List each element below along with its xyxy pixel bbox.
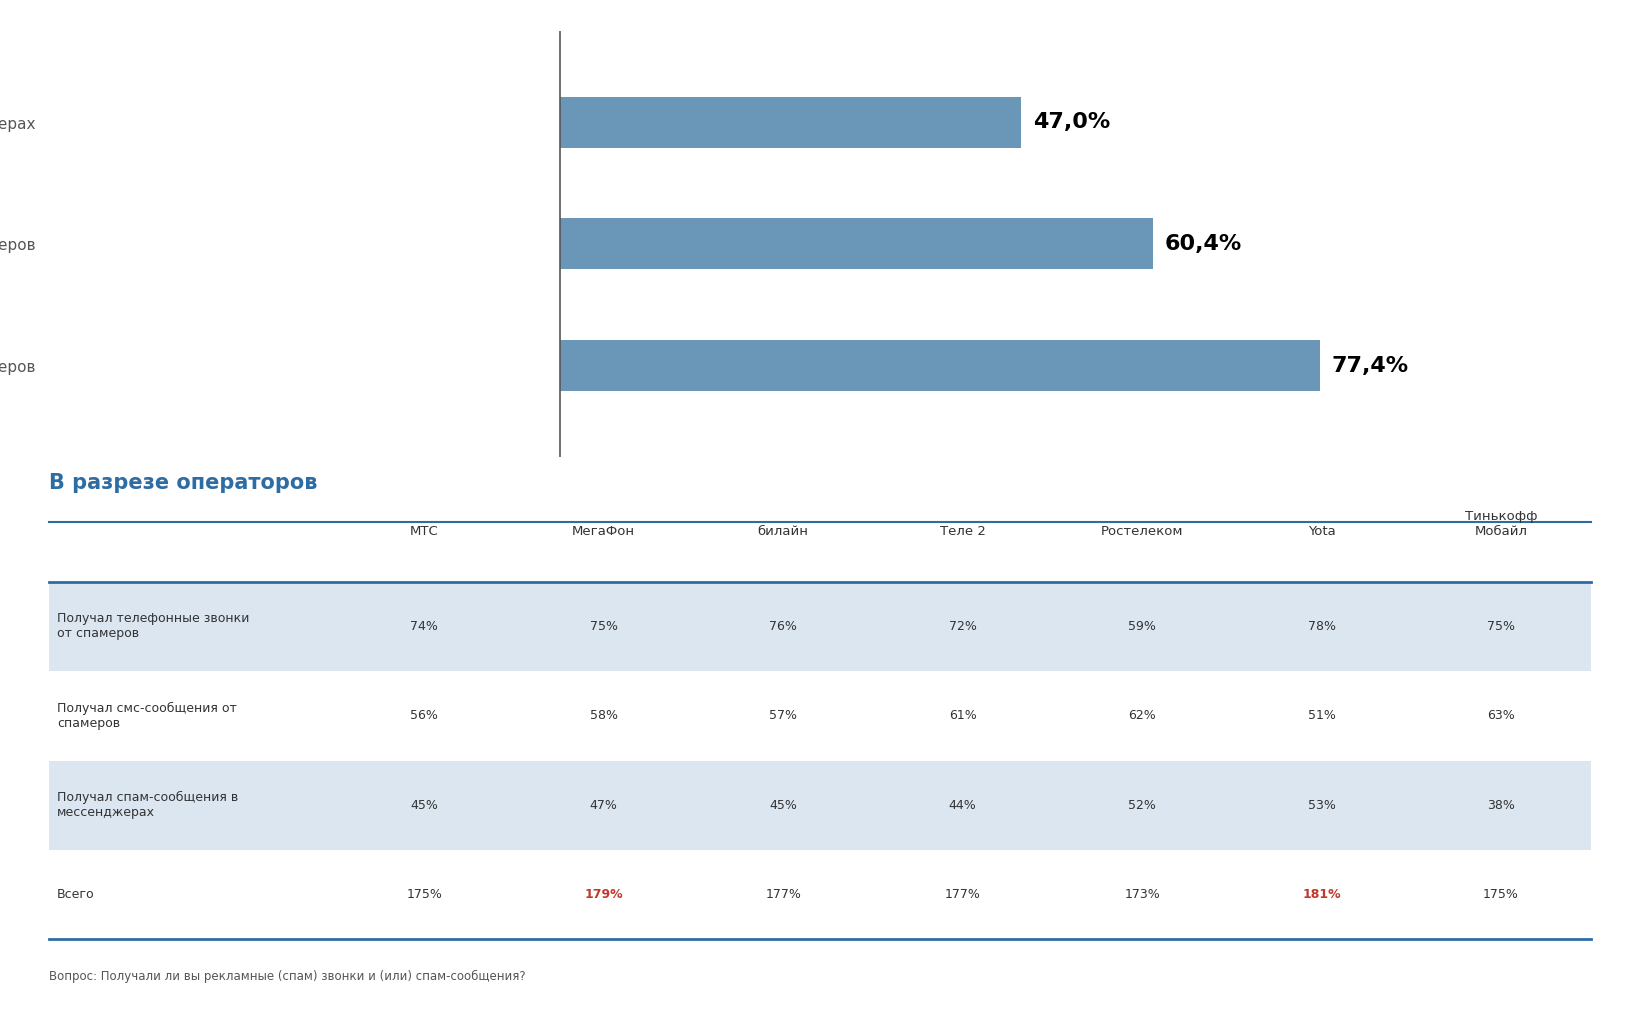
Bar — [49, 582, 1590, 672]
Text: Всего: Всего — [57, 888, 95, 901]
Text: 47,0%: 47,0% — [1033, 112, 1110, 132]
Text: Теле 2: Теле 2 — [939, 525, 985, 539]
Text: Yota: Yota — [1306, 525, 1334, 539]
Text: 179%: 179% — [583, 888, 623, 901]
Text: 177%: 177% — [944, 888, 980, 901]
Text: 61%: 61% — [947, 710, 975, 722]
Bar — [49, 850, 1590, 939]
Text: 52%: 52% — [1128, 799, 1155, 812]
Text: 59%: 59% — [1128, 620, 1155, 632]
Text: 44%: 44% — [947, 799, 975, 812]
Text: 56%: 56% — [410, 710, 438, 722]
Text: 175%: 175% — [1482, 888, 1518, 901]
Text: билайн: билайн — [757, 525, 808, 539]
Text: 175%: 175% — [406, 888, 443, 901]
Text: 77,4%: 77,4% — [1331, 355, 1408, 376]
Bar — [49, 760, 1590, 850]
Text: Получал телефонные звонки
от спамеров: Получал телефонные звонки от спамеров — [57, 613, 249, 641]
Text: Получал спам-сообщения в
мессенджерах: Получал спам-сообщения в мессенджерах — [57, 791, 238, 819]
Text: 60,4%: 60,4% — [1164, 234, 1241, 254]
Text: Вопрос: Получали ли вы рекламные (спам) звонки и (или) спам-сообщения?: Вопрос: Получали ли вы рекламные (спам) … — [49, 969, 526, 983]
Text: 78%: 78% — [1306, 620, 1334, 632]
Text: 45%: 45% — [410, 799, 438, 812]
Text: 63%: 63% — [1487, 710, 1514, 722]
Text: 72%: 72% — [947, 620, 975, 632]
Text: 181%: 181% — [1301, 888, 1341, 901]
Text: 74%: 74% — [410, 620, 438, 632]
Text: 75%: 75% — [1487, 620, 1514, 632]
Bar — [559, 340, 1319, 391]
Bar — [49, 672, 1590, 760]
Text: 76%: 76% — [769, 620, 797, 632]
Text: 51%: 51% — [1306, 710, 1334, 722]
Text: Получал смс-сообщения от
спамеров: Получал смс-сообщения от спамеров — [57, 701, 236, 730]
Text: 62%: 62% — [1128, 710, 1155, 722]
Text: 75%: 75% — [590, 620, 618, 632]
Text: МегаФон: МегаФон — [572, 525, 634, 539]
Text: 177%: 177% — [765, 888, 800, 901]
Text: МТС: МТС — [410, 525, 438, 539]
Bar — [559, 218, 1152, 270]
Text: 38%: 38% — [1487, 799, 1514, 812]
Text: 53%: 53% — [1306, 799, 1334, 812]
Text: 58%: 58% — [590, 710, 618, 722]
Text: Ростелеком: Ростелеком — [1100, 525, 1183, 539]
Bar — [559, 97, 1021, 147]
Text: 57%: 57% — [769, 710, 797, 722]
Text: 45%: 45% — [769, 799, 797, 812]
Text: 173%: 173% — [1123, 888, 1159, 901]
Text: 47%: 47% — [590, 799, 618, 812]
Text: Тинькофф
Мобайл: Тинькофф Мобайл — [1464, 510, 1536, 539]
Text: В разрезе операторов: В разрезе операторов — [49, 473, 318, 493]
